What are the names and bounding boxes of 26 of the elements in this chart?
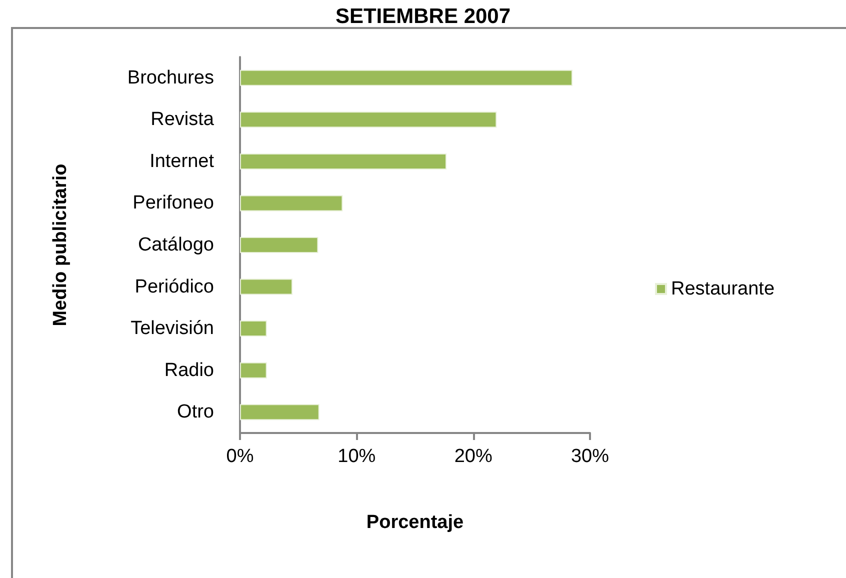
chart-title: SETIEMBRE 2007	[335, 5, 511, 28]
bar	[240, 362, 267, 378]
bar	[240, 278, 292, 295]
legend-label: Restaurante	[671, 278, 775, 300]
y-tick-label: Televisión	[130, 318, 214, 340]
bar	[240, 237, 318, 253]
y-tick-label: Periódico	[134, 276, 214, 298]
bar	[240, 70, 572, 86]
x-tick-label: 10%	[338, 446, 376, 467]
y-tick-label: Catálogo	[138, 234, 214, 256]
y-tick-label: Radio	[164, 360, 214, 381]
y-tick-label: Brochures	[127, 67, 214, 88]
bar	[240, 153, 446, 170]
x-tick-label: 0%	[226, 446, 254, 467]
y-tick-label: Revista	[150, 109, 214, 130]
bar	[240, 112, 497, 128]
bar	[240, 195, 343, 212]
x-tick-label: 30%	[570, 446, 610, 467]
y-tick-label: Perifoneo	[132, 192, 214, 214]
bar	[240, 320, 267, 337]
bar	[240, 404, 320, 420]
y-axis-title: Medio publicitario	[50, 164, 71, 326]
x-axis-title: Porcentaje	[366, 512, 464, 533]
y-tick-label: Internet	[150, 150, 215, 172]
y-tick-label: Otro	[177, 402, 214, 423]
x-tick-label: 20%	[454, 446, 492, 467]
